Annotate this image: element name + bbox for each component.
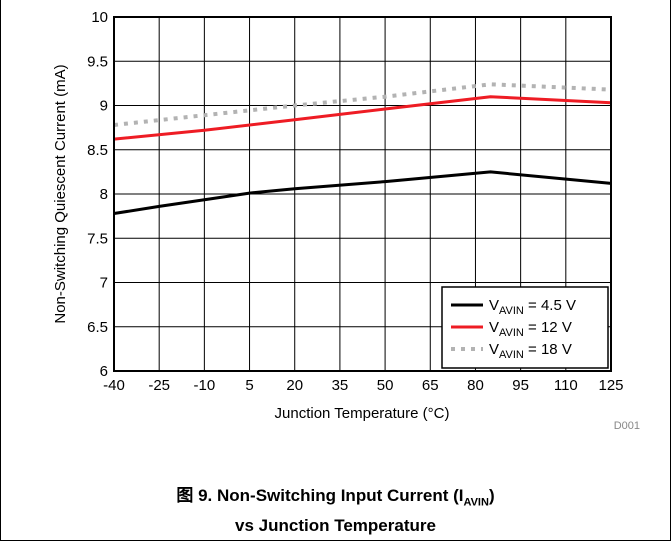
series-line-2	[113, 95, 612, 141]
x-tick-label: 35	[332, 377, 349, 394]
figure-code: D001	[614, 420, 640, 432]
x-tick-label: -25	[148, 377, 170, 394]
x-tick-label: 125	[598, 377, 623, 394]
figure-caption: 图 9. Non-Switching Input Current (IAVIN)…	[0, 484, 671, 537]
x-tick-label: 5	[245, 377, 253, 394]
y-tick-label: 9	[100, 98, 108, 115]
y-axis-label: Non-Switching Quiescent Current (mA)	[52, 64, 69, 323]
x-tick-label: 65	[422, 377, 439, 394]
chart: 6 6.5 7 7.5 8 8.5 9 9.5 10 -40 -25 -10 5 20 35 50 65 80 9…	[52, 9, 640, 432]
y-tick-label: 8	[100, 186, 108, 203]
y-tick-label: 6	[100, 363, 108, 380]
x-tick-label: 80	[467, 377, 484, 394]
x-tick-label: 110	[554, 377, 578, 394]
x-tick-label: -40	[103, 377, 125, 394]
x-axis-label: Junction Temperature (°C)	[275, 405, 450, 422]
y-tick-label: 7	[100, 275, 108, 292]
caption-line-1: 图 9. Non-Switching Input Current (IAVIN)	[176, 486, 495, 509]
series-line-1	[113, 170, 612, 215]
series-line-3	[113, 82, 612, 127]
x-tick-label: 50	[377, 377, 394, 394]
x-tick-labels: -40 -25 -10 5 20 35 50 65 80 95 110 125	[103, 377, 623, 394]
caption-line-2: vs Junction Temperature	[235, 516, 436, 536]
legend-label-1: VAVIN = 4.5 V	[489, 297, 576, 317]
legend-label-3: VAVIN = 18 V	[489, 341, 572, 361]
y-tick-label: 7.5	[87, 230, 108, 247]
legend-label-2: VAVIN = 12 V	[489, 319, 572, 339]
x-tick-label: 95	[512, 377, 529, 394]
y-tick-label: 8.5	[87, 142, 108, 159]
plot-border	[113, 16, 612, 372]
x-tick-label: -10	[194, 377, 216, 394]
x-tick-label: 20	[286, 377, 303, 394]
y-tick-label: 6.5	[87, 319, 108, 336]
series-group	[113, 82, 612, 215]
y-tick-labels: 6 6.5 7 7.5 8 8.5 9 9.5 10	[87, 9, 108, 380]
y-tick-label: 10	[91, 9, 108, 26]
y-tick-label: 9.5	[87, 53, 108, 70]
